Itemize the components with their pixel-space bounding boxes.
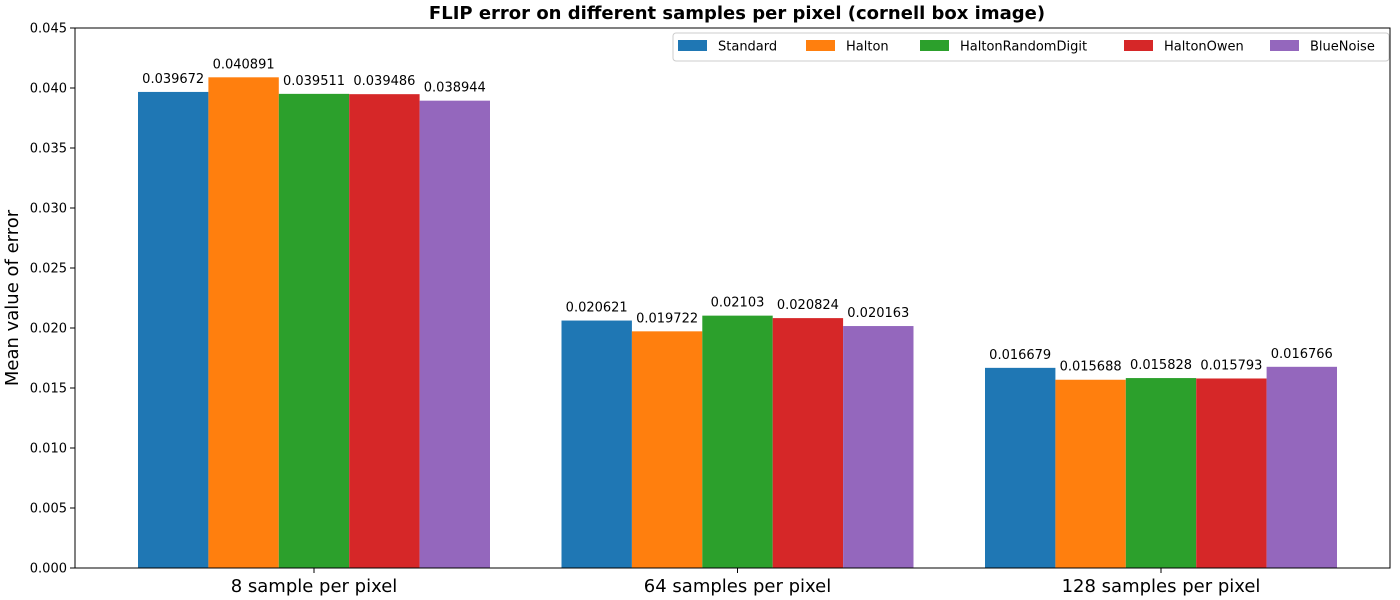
bar [278, 93, 350, 569]
bar [702, 315, 773, 568]
data-label: 0.040891 [213, 57, 275, 72]
bar [1055, 379, 1126, 568]
data-label: 0.039511 [283, 74, 345, 89]
y-tick-label: 0.035 [30, 142, 67, 157]
bar [138, 91, 209, 568]
bar [561, 320, 632, 568]
y-tick-label: 0.030 [30, 202, 67, 217]
x-tick-label: 8 sample per pixel [231, 576, 398, 597]
data-label: 0.02103 [711, 296, 765, 311]
x-axis: 8 sample per pixel 64 samples per pixel 12… [231, 568, 1261, 597]
data-label: 0.016766 [1271, 347, 1333, 362]
y-tick-label: 0.020 [30, 322, 67, 337]
plot-frame [74, 27, 1391, 569]
value-labels-group: 0.039672 0.040891 0.039511 0.039486 0.038944… [142, 57, 1333, 374]
bar [1196, 378, 1267, 568]
bar [843, 326, 914, 568]
bar [1125, 378, 1197, 568]
data-label: 0.016679 [989, 348, 1051, 363]
y-tick-label: 0.015 [30, 382, 67, 397]
y-tick-label: 0.005 [30, 502, 67, 517]
chart-title: FLIP error on different samples per pixe… [429, 3, 1045, 24]
y-tick-label: 0.045 [30, 22, 67, 37]
data-label: 0.020163 [847, 306, 909, 321]
y-axis: 0.000 0.005 0.010 0.015 0.020 0.025 0.030 0.035… [30, 22, 75, 577]
x-tick-label: 128 samples per pixel [1062, 576, 1261, 597]
data-label: 0.039672 [142, 72, 204, 87]
bar [631, 331, 703, 568]
bars-group [138, 77, 1337, 569]
legend-swatch [920, 40, 949, 51]
y-tick-label: 0.025 [30, 262, 67, 277]
y-tick-label: 0.000 [30, 562, 67, 577]
legend-entry-label: Halton [846, 40, 889, 55]
bar [985, 367, 1056, 568]
legend-swatch [678, 40, 707, 51]
legend-swatch [1270, 40, 1299, 51]
legend-swatch [806, 40, 835, 51]
data-label: 0.020621 [566, 301, 628, 316]
legend-frame [672, 32, 1390, 62]
legend-swatch [1124, 40, 1153, 51]
bar [772, 318, 844, 568]
legend: Standard Halton HaltonRandomDigit HaltonOwe… [672, 32, 1390, 62]
data-label: 0.039486 [353, 74, 415, 89]
data-label: 0.038944 [424, 81, 486, 96]
y-tick-label: 0.010 [30, 442, 67, 457]
bar [349, 94, 420, 568]
legend-entry-label: BlueNoise [1310, 40, 1375, 55]
data-label: 0.020824 [777, 298, 839, 313]
legend-entry-label: HaltonOwen [1164, 40, 1244, 55]
y-tick-label: 0.040 [30, 82, 67, 97]
legend-entry-label: Standard [718, 40, 777, 55]
legend-entry-label: HaltonRandomDigit [960, 40, 1087, 55]
data-label: 0.015828 [1130, 358, 1192, 373]
bar [208, 77, 279, 569]
y-axis-label: Mean value of error [2, 209, 23, 386]
x-tick-label: 64 samples per pixel [644, 576, 831, 597]
data-label: 0.015688 [1060, 360, 1122, 375]
bar [1266, 366, 1337, 568]
bar [419, 100, 490, 568]
data-label: 0.015793 [1200, 358, 1262, 373]
data-label: 0.019722 [636, 311, 698, 326]
